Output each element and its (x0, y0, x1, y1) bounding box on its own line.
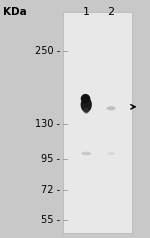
Ellipse shape (106, 106, 116, 110)
Text: 2: 2 (107, 7, 115, 17)
Text: 55 -: 55 - (41, 215, 60, 225)
Text: 130 -: 130 - (35, 119, 60, 129)
Ellipse shape (81, 94, 90, 104)
Ellipse shape (83, 108, 89, 114)
Text: KDa: KDa (3, 7, 27, 17)
Bar (63, 12, 132, 233)
Text: 1: 1 (83, 7, 90, 17)
Ellipse shape (81, 152, 91, 155)
Ellipse shape (81, 97, 92, 112)
Text: 72 -: 72 - (41, 185, 60, 195)
Ellipse shape (107, 152, 115, 155)
Text: 250 -: 250 - (35, 46, 60, 56)
Text: 95 -: 95 - (41, 154, 60, 164)
